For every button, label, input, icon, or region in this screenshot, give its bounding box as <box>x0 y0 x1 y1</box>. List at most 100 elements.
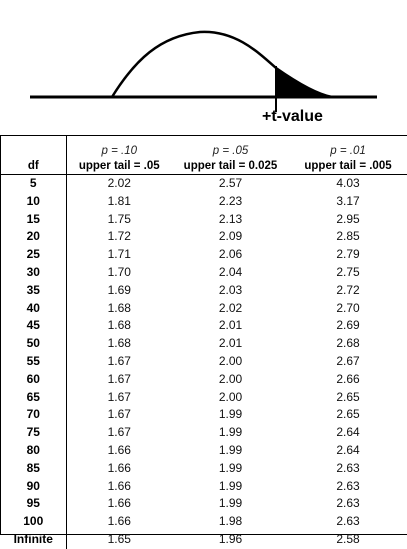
critical-value-cell: 1.70 <box>107 264 131 279</box>
critical-value-cell: 2.79 <box>336 247 360 262</box>
critical-value-cell: 2.02 <box>107 176 131 190</box>
critical-value-cell: 2.63 <box>336 496 360 511</box>
critical-value-cell: 1.99 <box>218 407 243 422</box>
critical-value-cell: 2.66 <box>336 371 360 386</box>
t-table: df p = .10 upper tail = .05 p = .05 uppe… <box>0 135 407 549</box>
critical-value-cell: 2.85 <box>336 229 360 244</box>
table-row: 100 1.66 1.98 2.63 <box>1 513 407 531</box>
critical-value-cell: 2.67 <box>336 353 360 368</box>
critical-value-cell: 1.68 <box>107 336 131 351</box>
column-header-p01: p = .01 upper tail = .005 <box>289 136 407 175</box>
table-row: 65 1.67 2.00 2.65 <box>1 388 407 407</box>
df-cell: 45 <box>1 317 67 336</box>
table-row: 95 1.66 1.99 2.63 <box>1 495 407 514</box>
critical-value-cell: 2.95 <box>336 211 360 226</box>
table-row: Infinite 1.65 1.96 2.58 <box>1 530 407 549</box>
critical-value-cell: 1.71 <box>107 247 131 262</box>
critical-value-cell: 2.09 <box>218 229 243 244</box>
critical-value-cell: 1.66 <box>107 496 131 511</box>
df-cell: 75 <box>1 424 67 442</box>
critical-value-cell: 1.68 <box>107 318 131 333</box>
critical-value-cell: 2.69 <box>336 318 360 333</box>
table-row: 10 1.81 2.23 3.17 <box>1 192 407 211</box>
table-row: 25 1.71 2.06 2.79 <box>1 246 407 264</box>
column-header-p05: p = .05 upper tail = 0.025 <box>172 136 289 175</box>
df-cell: 5 <box>1 174 67 193</box>
table-row: 20 1.72 2.09 2.85 <box>1 228 407 247</box>
table-row: 5 2.02 2.57 4.03 <box>1 174 407 193</box>
critical-value-cell: 2.01 <box>218 318 243 333</box>
critical-value-cell: 2.63 <box>336 460 360 475</box>
upper-tail-label: upper tail = .005 <box>304 160 392 172</box>
upper-tail-area <box>276 68 332 97</box>
df-cell: 85 <box>1 459 67 478</box>
critical-value-cell: 2.01 <box>218 336 243 351</box>
df-cell: 80 <box>1 441 67 460</box>
df-cell: 50 <box>1 335 67 353</box>
critical-value-cell: 2.68 <box>336 336 360 351</box>
critical-value-cell: 1.99 <box>218 496 243 511</box>
table-row: 30 1.70 2.04 2.75 <box>1 263 407 282</box>
critical-value-cell: 1.99 <box>218 442 243 457</box>
table-row: 70 1.67 1.99 2.65 <box>1 406 407 425</box>
table-row: 85 1.66 1.99 2.63 <box>1 459 407 478</box>
df-cell: 30 <box>1 263 67 282</box>
critical-value-cell: 1.99 <box>218 425 243 440</box>
critical-value-cell: 2.64 <box>336 425 360 440</box>
critical-value-cell: 1.67 <box>107 407 131 422</box>
critical-value-cell: 2.65 <box>336 389 360 404</box>
df-cell: 25 <box>1 246 67 264</box>
critical-value-cell: 2.57 <box>218 176 243 190</box>
t-value-label: +t-value <box>262 108 323 125</box>
critical-value-cell: 2.63 <box>336 478 360 493</box>
df-cell: 95 <box>1 495 67 514</box>
df-cell: 40 <box>1 299 67 318</box>
critical-value-cell: 2.58 <box>336 531 360 546</box>
critical-value-cell: 1.66 <box>107 514 131 529</box>
critical-value-cell: 1.67 <box>107 353 131 368</box>
critical-value-cell: 2.00 <box>218 389 243 404</box>
critical-value-cell: 2.04 <box>218 264 243 279</box>
critical-value-cell: 1.72 <box>107 229 131 244</box>
critical-value-cell: 2.06 <box>218 247 243 262</box>
table-row: 75 1.67 1.99 2.64 <box>1 424 407 442</box>
p-value-label: p = .10 <box>101 145 138 157</box>
critical-value-cell: 1.96 <box>218 531 243 546</box>
critical-value-cell: 2.70 <box>336 300 360 315</box>
critical-value-cell: 1.99 <box>218 478 243 493</box>
critical-value-cell: 1.65 <box>107 531 131 546</box>
critical-value-cell: 3.17 <box>336 193 360 208</box>
table-row: 40 1.68 2.02 2.70 <box>1 299 407 318</box>
critical-value-cell: 2.75 <box>336 264 360 279</box>
p-value-label: p = .05 <box>212 145 249 157</box>
critical-value-cell: 4.03 <box>336 176 360 190</box>
df-cell: 100 <box>1 513 67 531</box>
critical-value-cell: 1.99 <box>218 460 243 475</box>
df-cell: 55 <box>1 352 67 371</box>
df-cell: 20 <box>1 228 67 247</box>
critical-value-cell: 1.67 <box>107 389 131 404</box>
df-cell: 35 <box>1 281 67 300</box>
critical-value-cell: 1.67 <box>107 425 131 440</box>
critical-value-cell: 1.98 <box>218 514 243 529</box>
critical-value-cell: 1.66 <box>107 442 131 457</box>
table-row: 55 1.67 2.00 2.67 <box>1 352 407 371</box>
critical-value-cell: 1.68 <box>107 300 131 315</box>
upper-tail-label: upper tail = 0.025 <box>183 160 278 172</box>
critical-value-cell: 1.69 <box>107 282 131 297</box>
df-cell: 65 <box>1 388 67 407</box>
df-cell: 15 <box>1 210 67 229</box>
df-cell: 70 <box>1 406 67 425</box>
critical-value-cell: 2.02 <box>218 300 243 315</box>
df-cell: 10 <box>1 192 67 211</box>
critical-value-cell: 2.65 <box>336 407 360 422</box>
critical-value-cell: 2.00 <box>218 353 243 368</box>
critical-value-cell: 2.63 <box>336 514 360 529</box>
table-body: 5 2.02 2.57 4.03 10 1.81 2.23 3.17 15 1.75 2.13 2.9… <box>1 174 407 549</box>
df-column-header: df <box>1 136 67 175</box>
df-cell: 60 <box>1 370 67 389</box>
critical-value-cell: 1.75 <box>107 211 131 226</box>
critical-value-cell: 1.81 <box>107 193 131 208</box>
critical-value-cell: 1.67 <box>107 371 131 386</box>
t-distribution-figure <box>30 30 377 112</box>
